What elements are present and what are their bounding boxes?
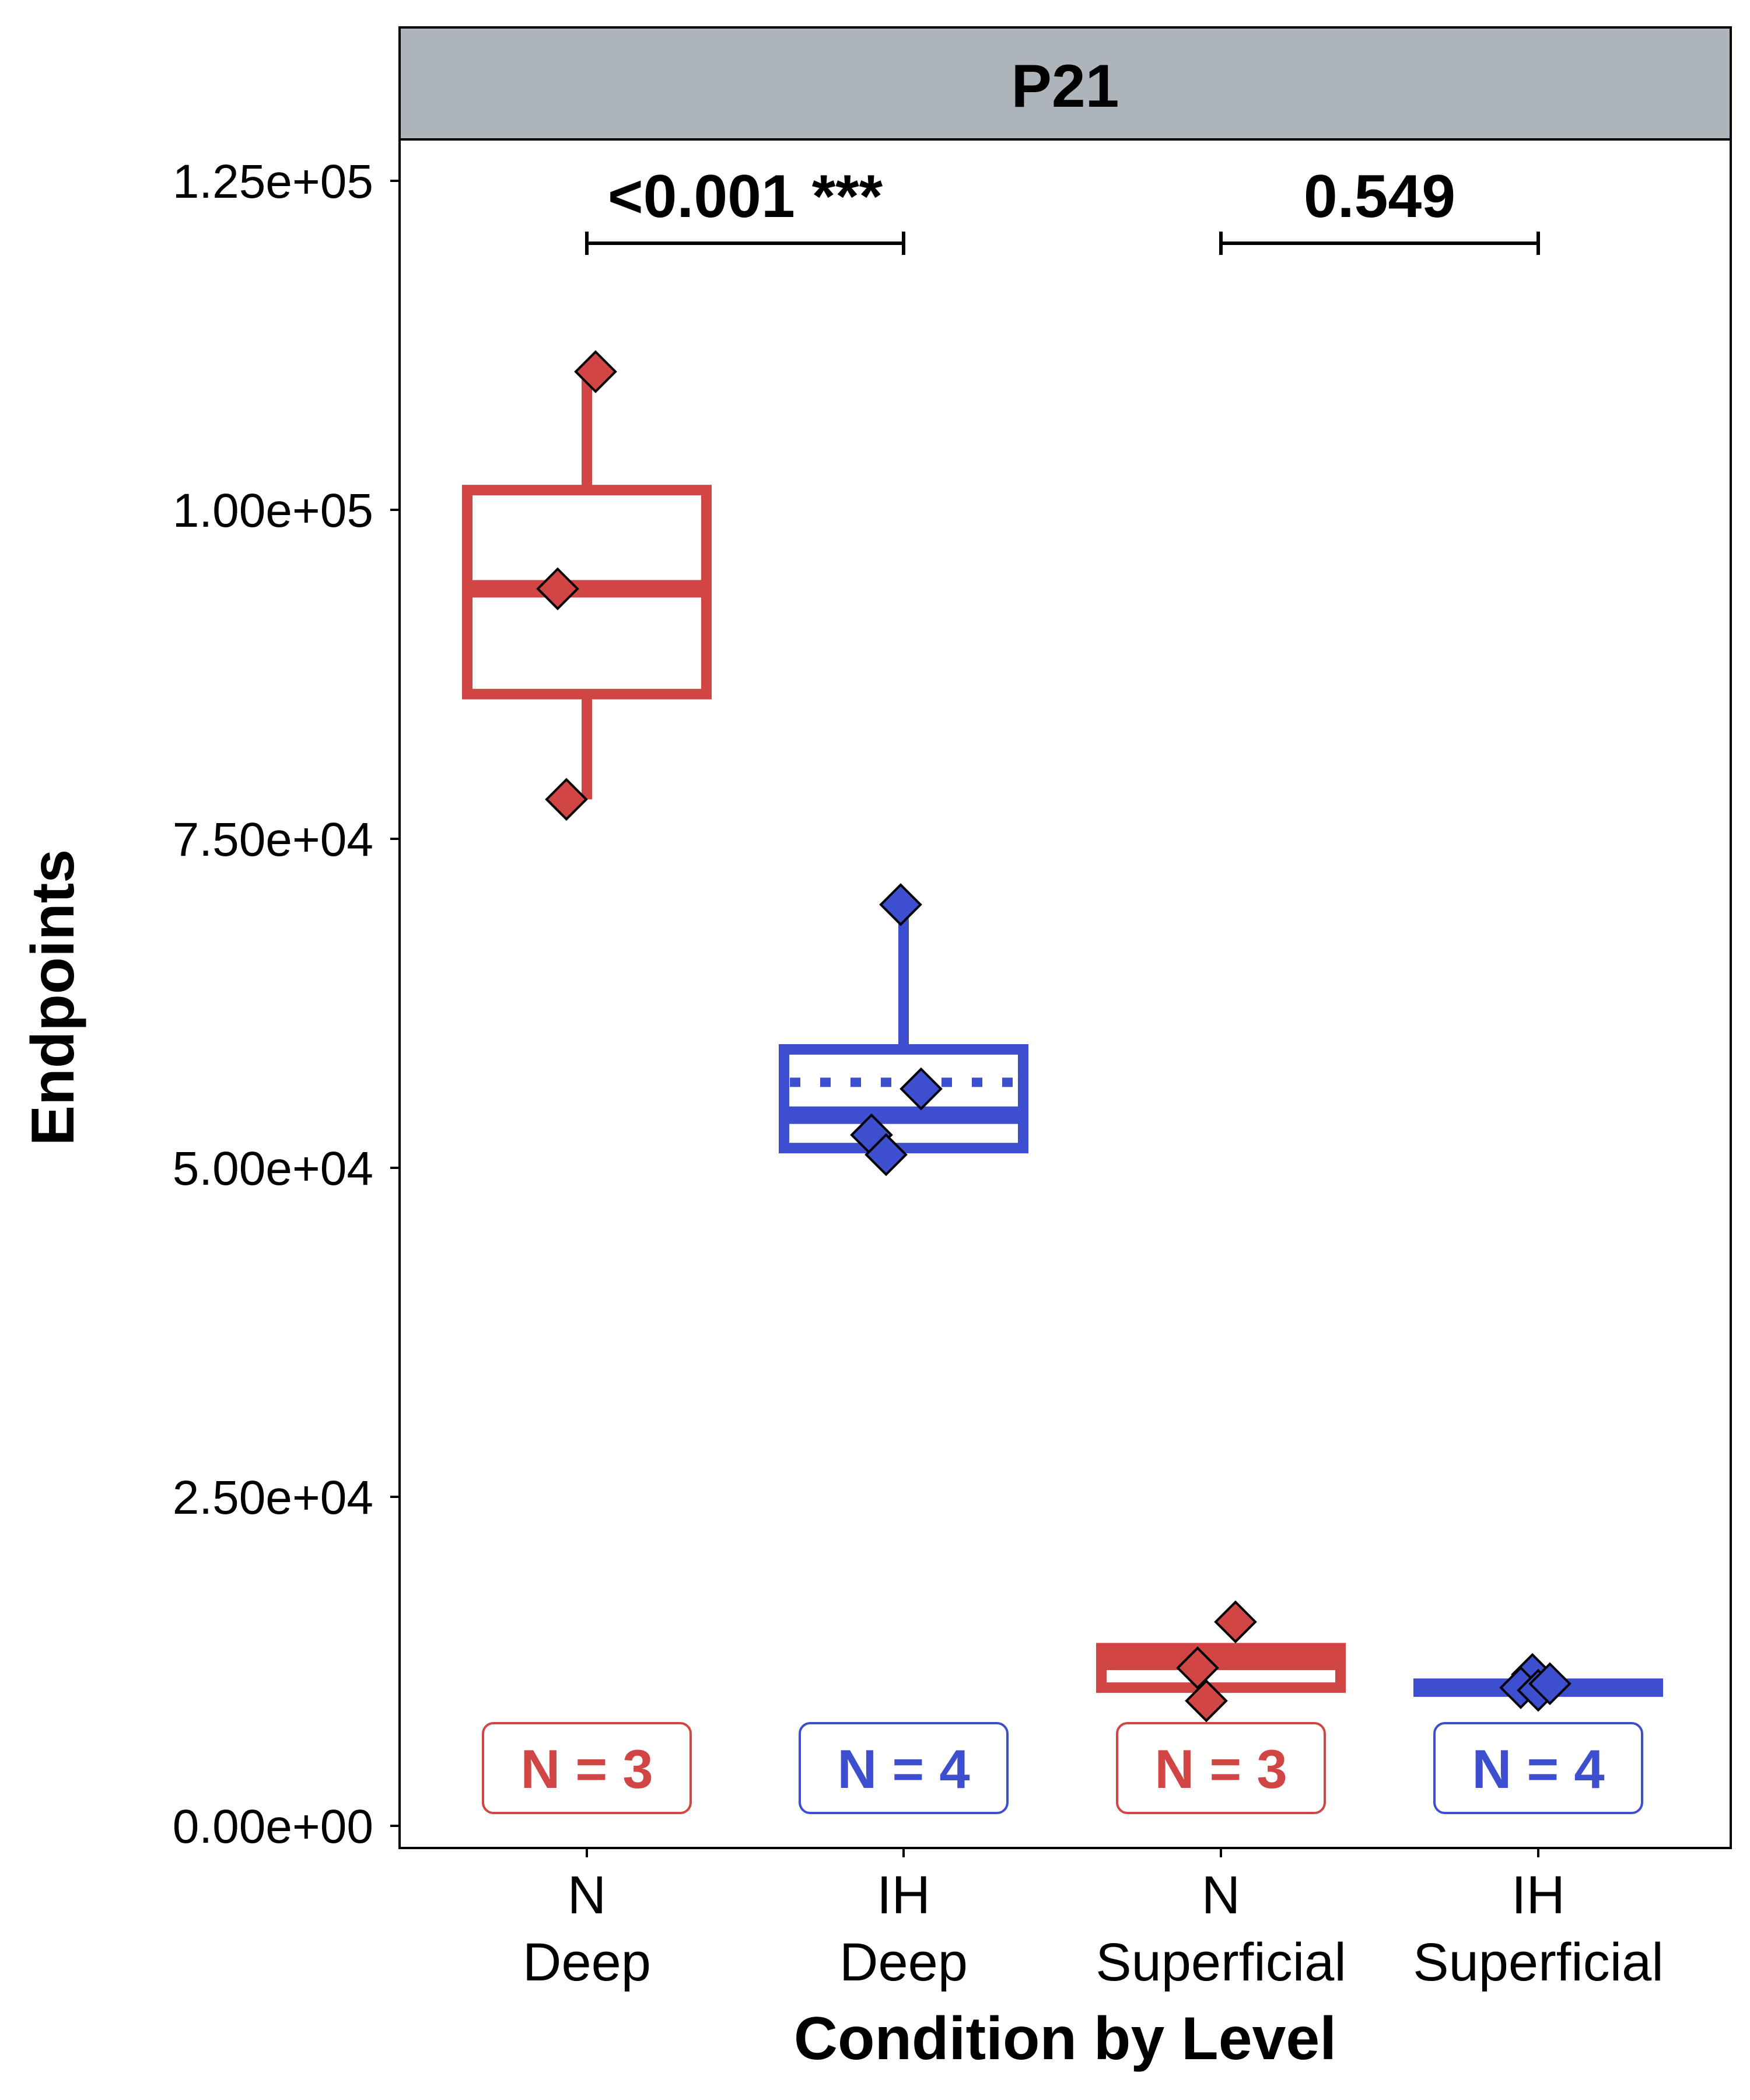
y-tick-label: 7.50e+04 (173, 813, 373, 866)
data-point (536, 567, 579, 611)
comparison-layer: <0.001 *** 0.549 (585, 163, 1540, 255)
x-tick-label-condition: N (568, 1866, 606, 1925)
data-point (879, 883, 922, 926)
y-tick-label: 1.25e+05 (173, 155, 373, 208)
n-label-layer: N = 3 N = 4 N = 3 N = 4 (482, 1722, 1643, 1814)
data-point (1185, 1679, 1228, 1723)
x-tick-label-level: Deep (523, 1933, 651, 1992)
x-tick-label-condition: N (1202, 1866, 1240, 1925)
n-label-text: N = 4 (837, 1738, 970, 1800)
facet-label: P21 (1011, 52, 1119, 120)
n-label-box (1433, 1722, 1643, 1814)
data-point (864, 1133, 908, 1177)
n-label-box (482, 1722, 692, 1814)
y-axis-title: Endpoints (19, 849, 87, 1146)
y-tick-label: 2.50e+04 (173, 1471, 373, 1524)
x-tick-label-level: Superficial (1096, 1933, 1346, 1992)
plot-panel (398, 138, 1732, 1849)
x-tick-label-condition: IH (877, 1866, 930, 1925)
facet-strip (398, 26, 1732, 141)
data-point (900, 1067, 943, 1111)
x-tick-label-level: Superficial (1413, 1933, 1664, 1992)
data-point (1176, 1646, 1219, 1690)
box (779, 1044, 1028, 1154)
n-label-text: N = 4 (1472, 1738, 1604, 1800)
n-label-text: N = 3 (1154, 1738, 1287, 1800)
x-tick-label-condition: IH (1511, 1866, 1565, 1925)
x-tick-label: N Deep (523, 1866, 651, 1992)
y-axis: 0.00e+00 2.50e+04 5.00e+04 7.50e+04 1.00e+05… (173, 155, 400, 1853)
x-tick-label: N Superficial (1096, 1866, 1346, 1992)
x-tick-label: IH Deep (839, 1866, 968, 1992)
x-axis-title: Condition by Level (794, 2005, 1336, 2073)
comparison-p-value: 0.549 (1304, 163, 1455, 230)
comparison-p-value: <0.001 *** (608, 163, 883, 230)
n-label-box (799, 1722, 1009, 1814)
x-tick-label-level: Deep (839, 1933, 968, 1992)
x-axis: N Deep IH Deep N Superficial IH Superficial (523, 1848, 1664, 1992)
box-layer (462, 372, 1663, 1697)
point-layer (536, 350, 1572, 1723)
data-point (545, 778, 588, 821)
data-point (574, 350, 617, 393)
x-tick-label: IH Superficial (1413, 1866, 1664, 1992)
n-label-box (1116, 1722, 1326, 1814)
data-point (1214, 1600, 1257, 1644)
n-label-text: N = 3 (520, 1738, 653, 1800)
y-tick-label: 0.00e+00 (173, 1800, 373, 1853)
data-point (1528, 1662, 1572, 1706)
y-tick-label: 5.00e+04 (173, 1142, 373, 1195)
y-tick-label: 1.00e+05 (173, 484, 373, 537)
